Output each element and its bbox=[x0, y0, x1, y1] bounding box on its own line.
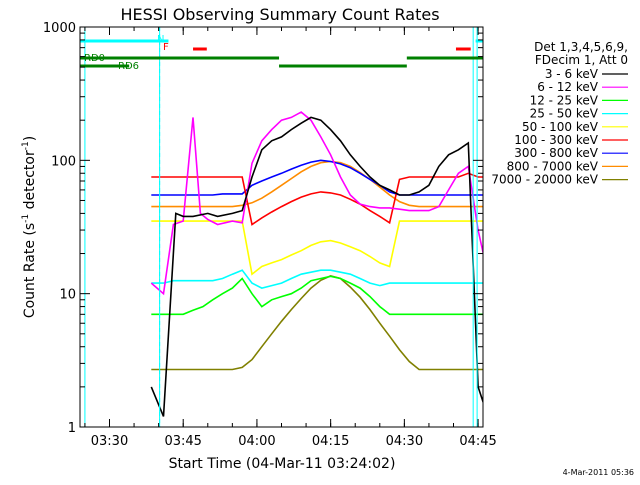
legend-label: 50 - 100 keV bbox=[522, 120, 599, 134]
legend-label: 6 - 12 keV bbox=[537, 80, 599, 94]
legend-label: 25 - 50 keV bbox=[530, 107, 599, 121]
series-line-12-25keV bbox=[151, 275, 483, 316]
y-tick-label: 100 bbox=[51, 154, 76, 169]
legend-header-line-2: FDecim 1, Att 0 bbox=[535, 53, 628, 67]
flag-label-f: F bbox=[163, 42, 169, 53]
x-axis-label: Start Time (04-Mar-11 03:24:02) bbox=[169, 456, 396, 472]
flag-label-rd6: RD6 bbox=[118, 61, 139, 72]
y-tick-label: 1000 bbox=[43, 21, 76, 36]
y-tick-label: 10 bbox=[59, 288, 76, 303]
series-line-7000-20000keV bbox=[151, 275, 483, 371]
flag-label-rd0: RD0 bbox=[84, 53, 105, 64]
plot-frame bbox=[79, 26, 484, 428]
flag-label-n: N bbox=[157, 34, 164, 45]
y-tick-label: 1 bbox=[68, 421, 76, 436]
legend-label: 300 - 800 keV bbox=[514, 146, 598, 160]
y-axis-label: Count Rate (s-1 detector-1) bbox=[21, 136, 38, 318]
x-tick-label: 04:30 bbox=[386, 434, 423, 449]
series-line-3-6keV bbox=[150, 116, 483, 417]
x-tick-label: 03:30 bbox=[91, 434, 128, 449]
series-line-50-100keV bbox=[151, 220, 483, 276]
legend-label: 12 - 25 keV bbox=[530, 93, 599, 107]
x-tick-label: 04:15 bbox=[312, 434, 349, 449]
legend-label: 7000 - 20000 keV bbox=[491, 173, 598, 187]
legend-label: 3 - 6 keV bbox=[545, 67, 599, 81]
series-line-6-12keV bbox=[150, 111, 483, 296]
series-line-800-7000keV bbox=[151, 160, 483, 208]
legend-label: 800 - 7000 keV bbox=[507, 159, 599, 173]
series-line-100-300keV bbox=[151, 172, 483, 226]
axes: 03:30 03:45 04:00 04:15 04:30 04:45 1 10 100 1000 bbox=[43, 21, 497, 449]
legend: Det 1,3,4,5,6,9, FDecim 1, Att 0 3 - 6 k… bbox=[491, 40, 628, 187]
x-tick-label: 04:00 bbox=[238, 434, 275, 449]
series-line-25-50keV bbox=[151, 269, 483, 289]
plot-area bbox=[80, 27, 483, 427]
legend-header-line-1: Det 1,3,4,5,6,9, bbox=[534, 40, 628, 54]
svg-text:Count Rate (s-1 detector-1): Count Rate (s-1 detector-1) bbox=[21, 136, 38, 318]
series-line-300-800keV bbox=[151, 159, 483, 196]
chart-title: HESSI Observing Summary Count Rates bbox=[120, 5, 439, 24]
footer-date: 4-Mar-2011 05:36 bbox=[563, 468, 634, 477]
legend-label: 100 - 300 keV bbox=[514, 133, 598, 147]
x-tick-label: 04:45 bbox=[459, 434, 496, 449]
x-tick-label: 03:45 bbox=[164, 434, 201, 449]
